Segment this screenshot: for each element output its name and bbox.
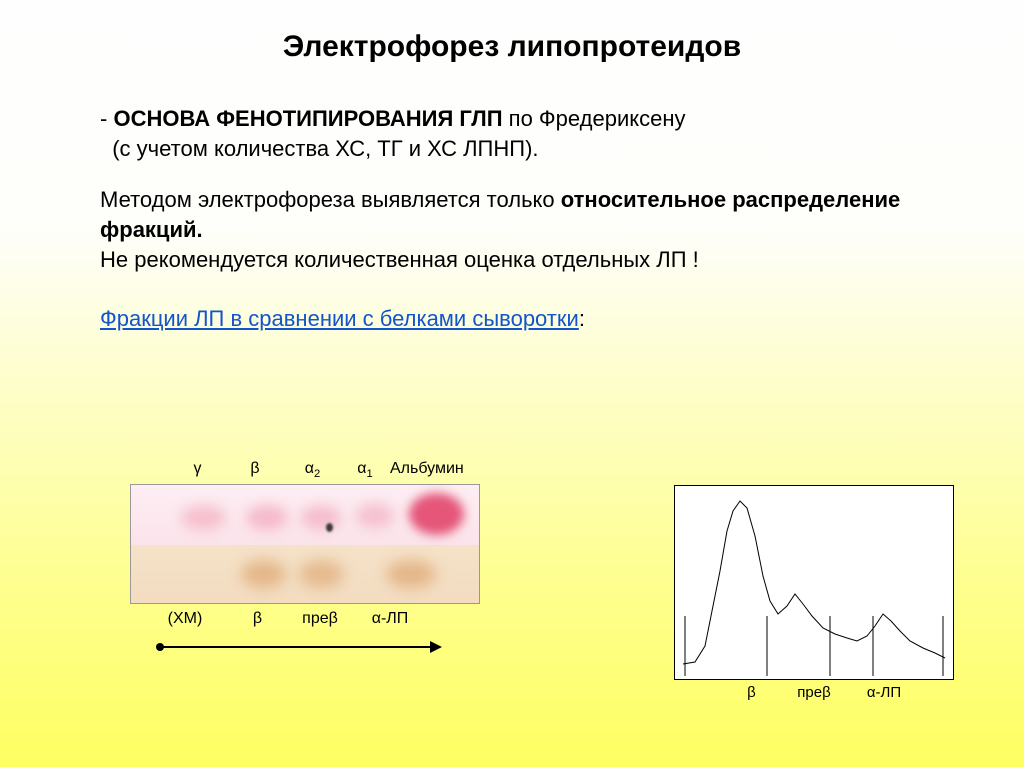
label-alpha-lp: α-ЛП bbox=[355, 610, 425, 628]
label-albumin: Альбумин bbox=[390, 460, 480, 480]
para2-line2: Не рекомендуется количественная оценка о… bbox=[100, 247, 699, 272]
content-area: - ОСНОВА ФЕНОТИПИРОВАНИЯ ГЛП по Фредерик… bbox=[0, 104, 1024, 334]
gel-image bbox=[130, 484, 480, 604]
fractions-link[interactable]: Фракции ЛП в сравнении с белками сыворот… bbox=[100, 306, 579, 331]
link-colon: : bbox=[579, 306, 585, 331]
para1-line2: (с учетом количества ХС, ТГ и ХС ЛПНП). bbox=[112, 136, 538, 161]
chart-svg bbox=[675, 486, 955, 681]
chart-label-prebeta: преβ bbox=[779, 684, 849, 701]
chart-label-alpha-lp: α-ЛП bbox=[849, 684, 919, 701]
para1-rest: по Фредериксену bbox=[503, 106, 686, 131]
paragraph-3: Фракции ЛП в сравнении с белками сыворот… bbox=[100, 304, 934, 334]
para1-bold: ОСНОВА ФЕНОТИПИРОВАНИЯ ГЛП bbox=[113, 106, 502, 131]
label-prebeta: преβ bbox=[285, 610, 355, 628]
paragraph-2: Методом электрофореза выявляется только … bbox=[100, 185, 934, 274]
chart-section: β преβ α-ЛП bbox=[674, 485, 954, 701]
label-beta-bot: β bbox=[230, 610, 285, 628]
para2-part1: Методом электрофореза выявляется только bbox=[100, 187, 561, 212]
direction-arrow bbox=[160, 646, 440, 648]
label-alpha2: α2 bbox=[285, 460, 340, 480]
label-gamma: γ bbox=[170, 460, 225, 480]
gel-bottom-labels: (ХМ) β преβ α-ЛП bbox=[130, 604, 500, 628]
label-alpha1: α1 bbox=[340, 460, 390, 480]
slide-title: Электрофорез липопротеидов bbox=[0, 0, 1024, 104]
gel-top-labels: γ β α2 α1 Альбумин bbox=[130, 460, 500, 484]
paragraph-1: - ОСНОВА ФЕНОТИПИРОВАНИЯ ГЛП по Фредерик… bbox=[100, 104, 934, 163]
chart-label-beta: β bbox=[724, 684, 779, 701]
para1-prefix: - bbox=[100, 106, 113, 131]
densitogram-chart bbox=[674, 485, 954, 680]
label-xm: (ХМ) bbox=[140, 610, 230, 628]
chart-labels: β преβ α-ЛП bbox=[674, 680, 954, 701]
label-beta: β bbox=[225, 460, 285, 480]
gel-section: γ β α2 α1 Альбумин (ХМ) β преβ α-ЛП bbox=[130, 460, 500, 648]
